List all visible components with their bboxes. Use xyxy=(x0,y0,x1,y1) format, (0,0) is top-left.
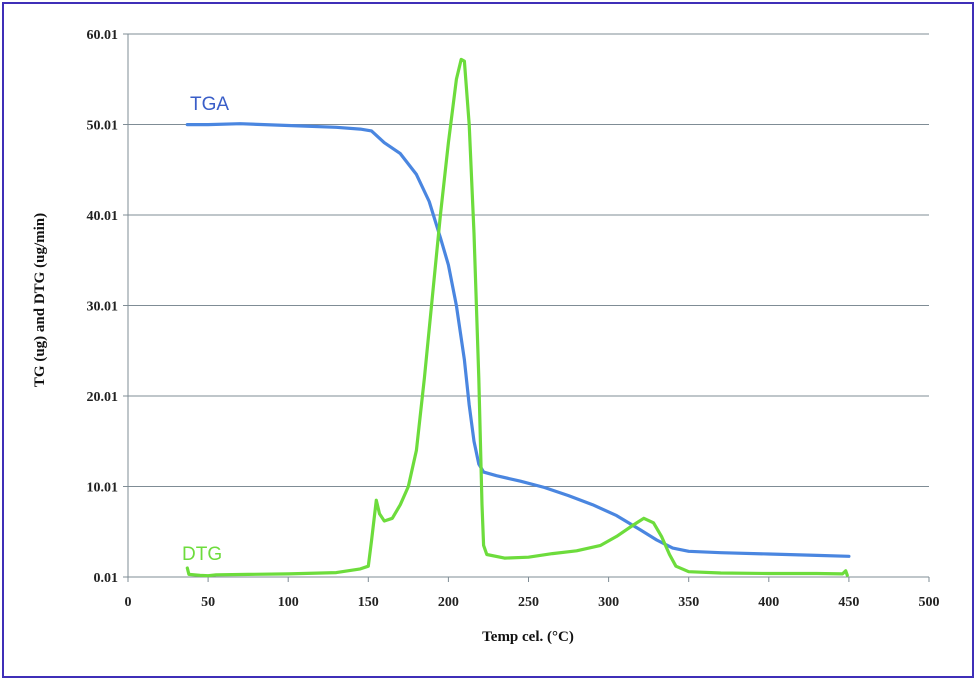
y-tick-label: 0.01 xyxy=(94,571,119,586)
x-tick-label: 450 xyxy=(838,595,859,610)
y-axis-title: TG (ug) and DTG (ug/min) xyxy=(32,213,48,387)
x-tick-label: 400 xyxy=(758,595,779,610)
tick-labels: 0.01 10.01 20.01 30.01 40.01 50.01 60.01 0 50 100… xyxy=(87,28,940,610)
x-tick-label: 300 xyxy=(598,595,619,610)
grid-lines xyxy=(128,33,929,487)
x-tick-label: 350 xyxy=(678,595,699,610)
series-label-dtg: DTG xyxy=(182,544,222,565)
series-line-dtg xyxy=(185,57,849,578)
y-tick-label: 10.01 xyxy=(87,481,119,496)
y-tick-label: 30.01 xyxy=(87,300,119,315)
x-tick-label: 150 xyxy=(358,595,379,610)
x-axis-title: Temp cel. (°C) xyxy=(482,629,574,645)
series-lines xyxy=(185,57,851,578)
series-line-tga xyxy=(185,122,851,558)
x-tick-label: 500 xyxy=(919,595,940,610)
x-tick-label: 50 xyxy=(201,595,215,610)
x-tick-label: 250 xyxy=(518,595,539,610)
y-tick-label: 60.01 xyxy=(87,28,119,43)
x-tick-label: 100 xyxy=(278,595,299,610)
x-tick-label: 200 xyxy=(438,595,459,610)
x-tick-label: 0 xyxy=(125,595,132,610)
axes xyxy=(123,33,930,582)
y-tick-label: 50.01 xyxy=(87,119,119,134)
y-tick-label: 40.01 xyxy=(87,209,119,224)
series-label-tga: TGA xyxy=(190,94,229,115)
y-tick-label: 20.01 xyxy=(87,390,119,405)
